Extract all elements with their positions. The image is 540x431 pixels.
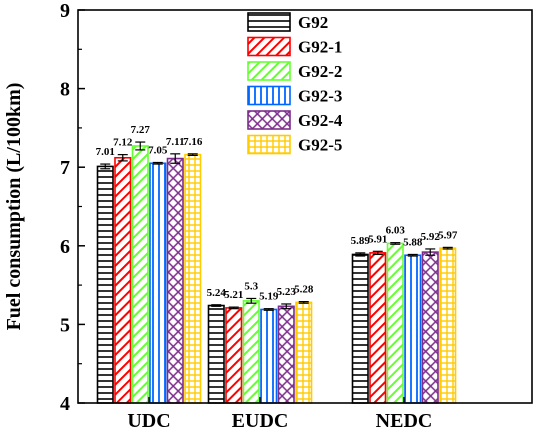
legend-swatch-g92-1 <box>247 36 291 57</box>
legend-label-g92-1: G92-1 <box>298 38 342 57</box>
error-bar-g92-2-udc <box>135 141 146 151</box>
error-bar-g92-4-nedc <box>425 248 436 256</box>
y-tick-label: 7 <box>60 157 70 179</box>
legend-label-g92-4: G92-4 <box>298 111 343 130</box>
legend-item-g92-4: G92-4 <box>247 110 343 130</box>
legend-item-g92-2: G92-2 <box>247 61 342 81</box>
bar-g92-4-udc <box>166 157 184 404</box>
data-label-g92-3-udc: 7.05 <box>148 144 168 156</box>
error-bar-g92-1-udc <box>117 154 128 162</box>
legend-item-g92-3: G92-3 <box>247 85 342 106</box>
data-label-g92-nedc: 5.89 <box>351 235 371 247</box>
bar-g92-3-nedc <box>404 254 422 404</box>
error-bar-g92-4-udc <box>170 153 181 164</box>
bar-g92-1-eudc <box>225 307 243 404</box>
data-label-g92-eudc: 5.24 <box>207 287 227 299</box>
legend-item-g92: G92 <box>247 12 328 32</box>
x-tick-label-udc: UDC <box>127 410 170 431</box>
legend: G92 G92-1 G92-2 G92-3 G92-4 G92-5 <box>247 12 343 155</box>
bar-g92-4-nedc <box>421 251 439 404</box>
bar-g92-1-nedc <box>369 252 387 404</box>
legend-item-g92-1: G92-1 <box>247 36 342 57</box>
error-bar-g92-1-eudc <box>228 306 239 310</box>
error-bar-g92-3-nedc <box>407 253 418 257</box>
legend-label-g92-2: G92-2 <box>298 62 342 81</box>
y-axis-label: Fuel consumption (L/100km) <box>3 83 25 331</box>
bars-layer <box>96 141 457 404</box>
bar-g92-3-udc <box>149 162 167 404</box>
y-tick-label: 4 <box>60 393 70 415</box>
legend-swatch-g92-3 <box>247 85 291 106</box>
data-label-g92-5-udc: 7.16 <box>183 136 203 148</box>
legend-swatch-g92 <box>247 12 291 32</box>
bar-g92-2-nedc <box>386 242 404 404</box>
bar-g92-eudc <box>207 304 225 404</box>
data-label-g92-1-udc: 7.12 <box>113 137 133 149</box>
legend-swatch-g92-4 <box>247 110 291 130</box>
bar-g92-2-eudc <box>242 300 260 404</box>
data-label-g92-1-eudc: 5.21 <box>224 289 243 301</box>
bar-g92-3-eudc <box>260 308 278 404</box>
data-label-g92-4-nedc: 5.92 <box>421 231 441 243</box>
data-label-g92-1-nedc: 5.91 <box>368 233 387 245</box>
legend-swatch-g92-5 <box>247 134 291 155</box>
data-label-g92-4-eudc: 5.23 <box>277 286 297 298</box>
legend-label-g92-3: G92-3 <box>298 87 342 106</box>
data-label-g92-3-eudc: 5.19 <box>259 291 279 303</box>
data-label-g92-5-eudc: 5.28 <box>294 284 314 296</box>
error-bar-g92-2-nedc <box>390 242 401 245</box>
error-bar-g92-2-eudc <box>246 297 257 304</box>
error-bar-g92-5-eudc <box>298 301 309 304</box>
error-bar-g92-3-eudc <box>263 308 274 311</box>
error-bar-g92-5-udc <box>187 153 198 157</box>
data-label-g92-4-udc: 7.11 <box>166 136 185 148</box>
bar-g92-2-udc <box>131 145 149 404</box>
error-bar-g92-3-udc <box>152 161 163 165</box>
data-label-g92-udc: 7.01 <box>96 146 115 158</box>
y-tick-label: 5 <box>60 314 70 336</box>
legend-item-g92-5: G92-5 <box>247 134 342 155</box>
bar-g92-5-eudc <box>295 301 313 404</box>
error-bar-g92-udc <box>100 163 111 170</box>
data-label-g92-2-udc: 7.27 <box>131 124 151 136</box>
data-label-g92-2-eudc: 5.3 <box>244 280 258 292</box>
bar-g92-1-udc <box>114 156 132 404</box>
bar-g92-4-eudc <box>277 305 295 404</box>
error-bar-g92-nedc <box>355 252 366 257</box>
error-bar-g92-eudc <box>211 304 222 307</box>
data-labels-layer: 7.017.127.277.057.117.165.245.215.35.195… <box>96 124 458 303</box>
bar-g92-5-udc <box>184 153 202 404</box>
data-label-g92-2-nedc: 6.03 <box>386 225 406 237</box>
error-bar-g92-1-nedc <box>372 250 383 256</box>
legend-label-g92: G92 <box>298 13 328 32</box>
bar-g92-5-nedc <box>439 247 457 404</box>
y-tick-label: 9 <box>60 0 70 22</box>
y-tick-label: 6 <box>60 236 70 258</box>
x-tick-label-eudc: EUDC <box>232 410 289 431</box>
bar-g92-udc <box>96 165 114 404</box>
data-label-g92-5-nedc: 5.97 <box>438 229 458 241</box>
axes-layer: UDC EUDC NEDC 4 5 6 7 8 9 Fuel consumption (L/100… <box>3 0 533 431</box>
data-label-g92-3-nedc: 5.88 <box>403 236 423 248</box>
y-tick-label: 8 <box>60 79 70 101</box>
error-bar-g92-4-eudc <box>281 303 292 310</box>
legend-swatch-g92-2 <box>247 61 291 81</box>
error-bar-g92-5-nedc <box>442 246 453 250</box>
bar-g92-nedc <box>351 253 369 404</box>
x-tick-label-nedc: NEDC <box>376 410 433 431</box>
legend-label-g92-5: G92-5 <box>298 136 342 155</box>
